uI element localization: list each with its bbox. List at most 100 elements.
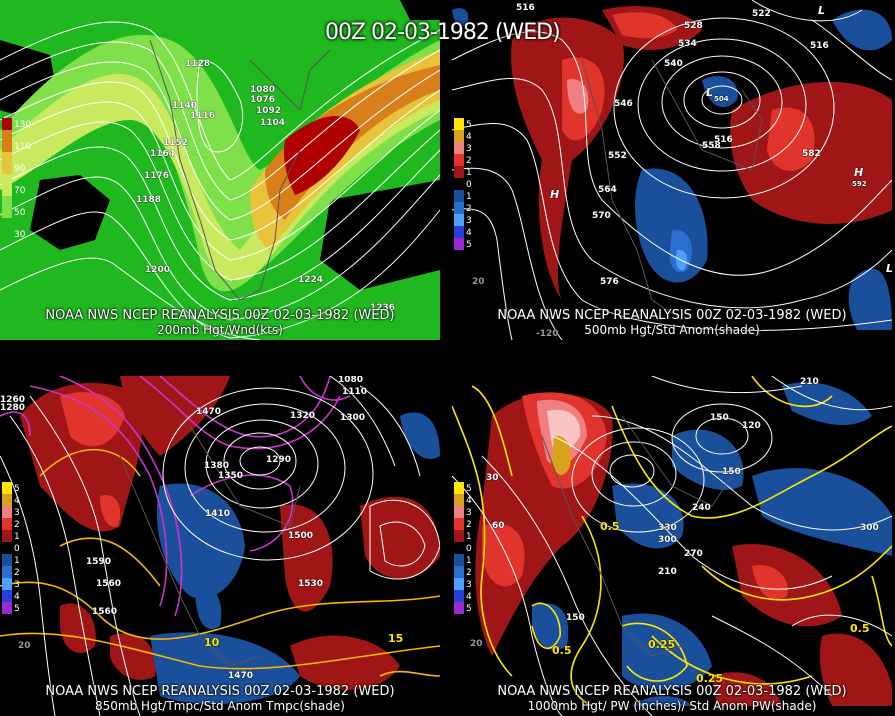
precipitable-water-label: 0.5 [600, 520, 620, 533]
contour-label: 1320 [290, 411, 316, 421]
legend-swatch: 2 [454, 566, 472, 578]
legend-label: 2 [466, 568, 472, 578]
contour-label: 576 [600, 277, 619, 287]
contour-label: 210 [658, 567, 677, 577]
contour-label: 1350 [218, 471, 244, 481]
legend-label: 2 [466, 520, 472, 530]
legend-label: 3 [466, 144, 472, 154]
legend-label: 1 [14, 556, 20, 566]
map-200mb-canvas [0, 0, 440, 340]
contour-label: 120 [742, 421, 761, 431]
legend-label: 3 [466, 216, 472, 226]
legend-swatch: 1 [454, 166, 472, 178]
contour-label: 1140 [172, 101, 198, 111]
contour-label: 330 [658, 523, 677, 533]
legend-label: 4 [466, 496, 472, 506]
contour-label: 300 [658, 535, 677, 545]
contour-label: 1152 [163, 138, 189, 148]
low-pressure-marker: L [886, 263, 892, 274]
legend-label: 0 [466, 544, 472, 554]
contour-label: 1236 [370, 303, 396, 313]
panel-variable-caption: 850mb Hgt/Tmpc/Std Anom Tmpc(shade) [95, 699, 345, 713]
temperature-label: 10 [204, 636, 220, 649]
legend-label: 1 [466, 192, 472, 202]
legend-label: 4 [14, 592, 20, 602]
legend-swatch: 5 [454, 482, 472, 494]
contour-label: 1110 [342, 387, 368, 397]
precipitable-water-label: 0.5 [552, 644, 572, 657]
map-500mb-canvas [452, 0, 892, 340]
std-anomaly-legend: 5 4 3 2 1 0 1 2 3 4 5 [2, 482, 20, 614]
contour-label: 516 [810, 41, 829, 51]
latitude-label: 20 [470, 639, 483, 649]
legend-label: 3 [466, 508, 472, 518]
wind-speed-legend: 130 110 90 70 50 30 [2, 118, 31, 240]
high-pressure-value: 592 [852, 180, 867, 188]
contour-label: 540 [664, 59, 683, 69]
contour-label: 1300 [340, 413, 366, 423]
contour-label: 1470 [228, 671, 254, 681]
legend-label: 70 [14, 186, 26, 196]
contour-label: 1116 [190, 111, 216, 121]
contour-label: 240 [692, 503, 711, 513]
contour-label: 558 [702, 141, 721, 151]
legend-swatch: 4 [2, 590, 20, 602]
legend-label: 110 [14, 142, 32, 152]
legend-swatch: 1 [454, 190, 472, 202]
legend-swatch: 2 [454, 518, 472, 530]
legend-swatch: 0 [454, 178, 472, 190]
map-panel-850mb: 1080 1110 1280 1260 1470 1320 1290 1300 … [0, 376, 440, 716]
contour-label: 1500 [288, 531, 314, 541]
legend-swatch: 1 [454, 554, 472, 566]
std-anomaly-legend: 5 4 3 2 1 0 1 2 3 4 5 [454, 118, 472, 250]
page-title: 00Z 02-03-1982 (WED) [325, 20, 561, 45]
panel-source-caption: NOAA NWS NCEP REANALYSIS 00Z 02-03-1982 … [497, 308, 847, 323]
legend-swatch: 2 [2, 518, 20, 530]
legend-label: 3 [466, 580, 472, 590]
panel-source-caption: NOAA NWS NCEP REANALYSIS 00Z 02-03-1982 … [45, 684, 395, 699]
panel-variable-caption: 1000mb Hgt/ PW (inches)/ Std Anom PW(sha… [527, 699, 817, 713]
contour-label: 150 [566, 613, 585, 623]
legend-swatch: 4 [2, 494, 20, 506]
legend-label: 2 [466, 156, 472, 166]
legend-label: 3 [14, 508, 20, 518]
legend-swatch: 90 [2, 162, 25, 174]
legend-swatch [2, 196, 12, 206]
contour-label: 1164 [150, 149, 176, 159]
legend-swatch: 0 [454, 542, 472, 554]
temperature-label: 15 [388, 632, 404, 645]
legend-label: 2 [14, 520, 20, 530]
legend-label: 2 [466, 204, 472, 214]
panel-source-caption: NOAA NWS NCEP REANALYSIS 00Z 02-03-1982 … [45, 308, 395, 323]
high-pressure-marker: H [854, 166, 864, 179]
contour-label: 60 [492, 521, 505, 531]
legend-label: 5 [466, 240, 472, 250]
legend-swatch: 3 [2, 578, 20, 590]
legend-swatch [2, 218, 12, 228]
contour-label: 1128 [185, 59, 211, 69]
legend-label: 4 [466, 228, 472, 238]
legend-swatch: 3 [454, 214, 472, 226]
contour-label: 534 [678, 39, 697, 49]
legend-swatch: 2 [2, 566, 20, 578]
legend-label: 30 [14, 230, 26, 240]
legend-swatch: 3 [454, 578, 472, 590]
legend-swatch: 1 [454, 530, 472, 542]
contour-label: 1290 [266, 455, 292, 465]
contour-label: 150 [722, 467, 741, 477]
contour-label: 1470 [196, 407, 222, 417]
legend-label: 1 [14, 532, 20, 542]
longitude-label: -120 [536, 329, 559, 339]
map-1000mb-canvas [452, 376, 892, 716]
contour-label: 528 [684, 21, 703, 31]
map-panel-500mb: 516 528 534 540 522 516 546 552 558 516 … [452, 0, 892, 340]
map-panel-200mb: 1128 1080 1076 1140 1116 1092 1104 1152 … [0, 0, 440, 340]
legend-swatch: 1 [2, 530, 20, 542]
map-850mb-canvas [0, 376, 440, 716]
legend-swatch: 2 [454, 154, 472, 166]
contour-label: 1590 [86, 557, 112, 567]
legend-label: 0 [466, 180, 472, 190]
legend-swatch [2, 174, 12, 184]
panel-variable-caption: 500mb Hgt/Std Anom(shade) [584, 323, 760, 337]
legend-swatch: 4 [454, 590, 472, 602]
